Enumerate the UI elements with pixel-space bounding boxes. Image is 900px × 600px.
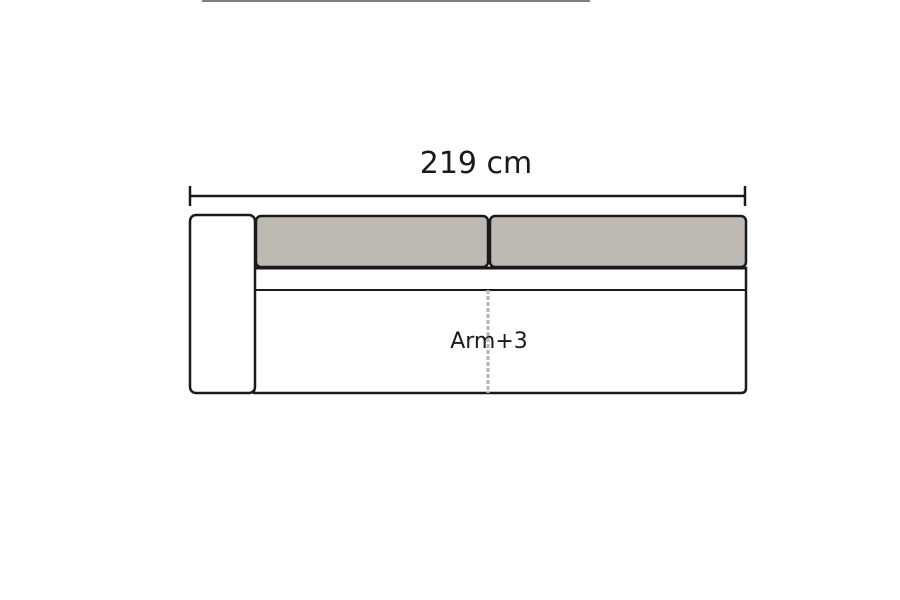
width-dimension: 219 cm [188, 146, 747, 206]
back-cushion-left [254, 214, 490, 269]
sofa-base [252, 266, 748, 395]
back-cushion-right [488, 214, 748, 269]
width-label: 219 cm [420, 146, 533, 181]
sofa-plan: Arm+3 [188, 213, 748, 395]
module-label: Arm+3 [450, 329, 528, 354]
armrest [188, 213, 257, 395]
